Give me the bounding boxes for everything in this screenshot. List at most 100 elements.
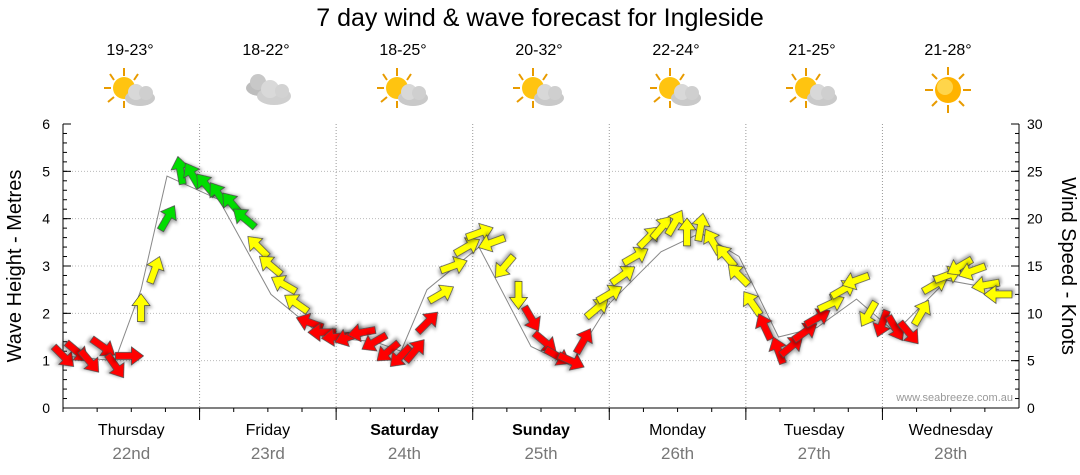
wind-arrow [816, 293, 845, 314]
date-label: 27th [798, 444, 831, 463]
wind-arrow [439, 255, 468, 275]
wind-arrow-shape [609, 266, 636, 287]
wind-arrow [803, 308, 831, 329]
wind-arrow-shape [361, 331, 389, 352]
wind-arrow [156, 205, 177, 233]
sunny-icon [925, 67, 971, 113]
wind-arrow-shape [768, 336, 787, 366]
weather-wednesday: 21-28° [880, 42, 1016, 114]
wind-arrow [572, 328, 593, 356]
partly-cloudy-icon [104, 68, 155, 108]
wind-arrow [104, 352, 125, 379]
wind-arrow-shape [677, 217, 697, 247]
y-tick-label: 5 [42, 163, 50, 179]
wind-arrow-shape [583, 298, 609, 321]
weather-saturday: 18-25° [335, 42, 471, 114]
wind-arrow [609, 266, 636, 287]
watermark: www.seabreeze.com.au [895, 392, 1013, 404]
wind-arrow [131, 293, 151, 322]
wind-arrow-shape [872, 308, 891, 338]
wind-arrow-shape [284, 294, 311, 315]
wind-arrow-shape [531, 330, 557, 352]
temp-range: 22-24° [652, 42, 700, 59]
wind-arrow-shape [233, 208, 258, 231]
wind-arrow [477, 234, 507, 253]
date-label: 25th [524, 444, 557, 463]
partly-cloudy-icon [513, 68, 564, 108]
wind-arrow-shape [89, 335, 116, 356]
y2-axis-title: Wind Speed - Knots [1057, 177, 1079, 355]
wind-arrow [307, 322, 337, 342]
wind-arrow [958, 262, 987, 281]
y2-tick-label: 15 [1027, 258, 1043, 274]
wind-arrow [402, 339, 425, 364]
y2-tick-label: 30 [1027, 116, 1043, 132]
day-label: Friday [246, 422, 290, 439]
partly-cloudy-icon [786, 68, 837, 108]
wind-arrow [583, 298, 609, 321]
wind-arrow-shape [477, 234, 507, 253]
wind-arrow-shape [816, 293, 845, 314]
wind-arrow-shape [389, 343, 414, 367]
wind-arrow [691, 212, 711, 242]
wind-arrow [347, 323, 377, 343]
wind-arrow [677, 217, 697, 247]
wind-arrow [115, 346, 145, 366]
right-tick-labels: 0 5 10 15 20 25 30 [1027, 116, 1043, 416]
y-axis-title: Wave Height - Metres [4, 170, 26, 363]
wind-arrow-shape [427, 284, 454, 305]
wind-arrow-shape [803, 308, 831, 329]
wind-arrow-shape [791, 322, 818, 344]
weather-tuesday: 21-25° [744, 42, 880, 114]
wind-arrow-shape [115, 346, 145, 366]
wind-arrow-shape [691, 212, 711, 242]
wind-arrow-shape [508, 281, 529, 310]
day-label: Monday [649, 422, 706, 439]
y2-tick-label: 25 [1027, 163, 1043, 179]
wave-height-line [62, 175, 1000, 367]
wind-arrow [77, 347, 100, 373]
day-label: Thursday [98, 422, 165, 439]
cloudy-icon [246, 74, 291, 105]
wind-arrow-shape [247, 236, 271, 260]
y2-tick-label: 0 [1027, 400, 1035, 416]
date-label: 28th [934, 444, 967, 463]
wind-arrow-shape [520, 304, 541, 332]
wind-arrow-shape [755, 313, 775, 342]
wind-arrow [910, 299, 931, 327]
wind-arrow [508, 281, 529, 310]
y-tick-label: 6 [42, 116, 50, 132]
wind-arrow-shape [347, 323, 377, 343]
wind-arrow [271, 275, 298, 295]
y2-tick-label: 10 [1027, 305, 1043, 321]
wind-arrow [595, 284, 623, 305]
wind-arrow [427, 284, 454, 305]
partly-cloudy-icon [377, 68, 428, 108]
temp-range: 18-25° [379, 42, 427, 59]
wind-arrow [259, 255, 284, 278]
wind-arrow [361, 331, 389, 352]
wind-arrow-shape [146, 256, 165, 285]
wind-arrow [859, 299, 880, 327]
temp-range: 21-28° [924, 42, 972, 59]
wind-arrow-shape [439, 255, 468, 275]
wind-arrow [983, 284, 1013, 305]
left-tick-labels: 0 1 2 3 4 5 6 [42, 116, 50, 416]
partly-cloudy-icon [650, 68, 701, 108]
weather-sunday: 20-32° [471, 42, 607, 114]
wind-arrow [389, 343, 414, 367]
wind-arrow [453, 237, 480, 258]
wind-arrow [791, 322, 818, 344]
wind-arrow-shape [271, 275, 298, 295]
weather-friday: 18-22° [198, 42, 334, 114]
minor-ticks [62, 132, 1019, 412]
wind-arrow [247, 236, 271, 260]
wind-arrow-shape [556, 351, 585, 371]
wind-arrows [50, 155, 1013, 379]
day-label: Wednesday [909, 422, 993, 439]
wind-arrow [727, 264, 752, 288]
wind-arrow [284, 294, 311, 315]
date-label: 26th [661, 444, 694, 463]
weather-monday: 22-24° [608, 42, 744, 114]
